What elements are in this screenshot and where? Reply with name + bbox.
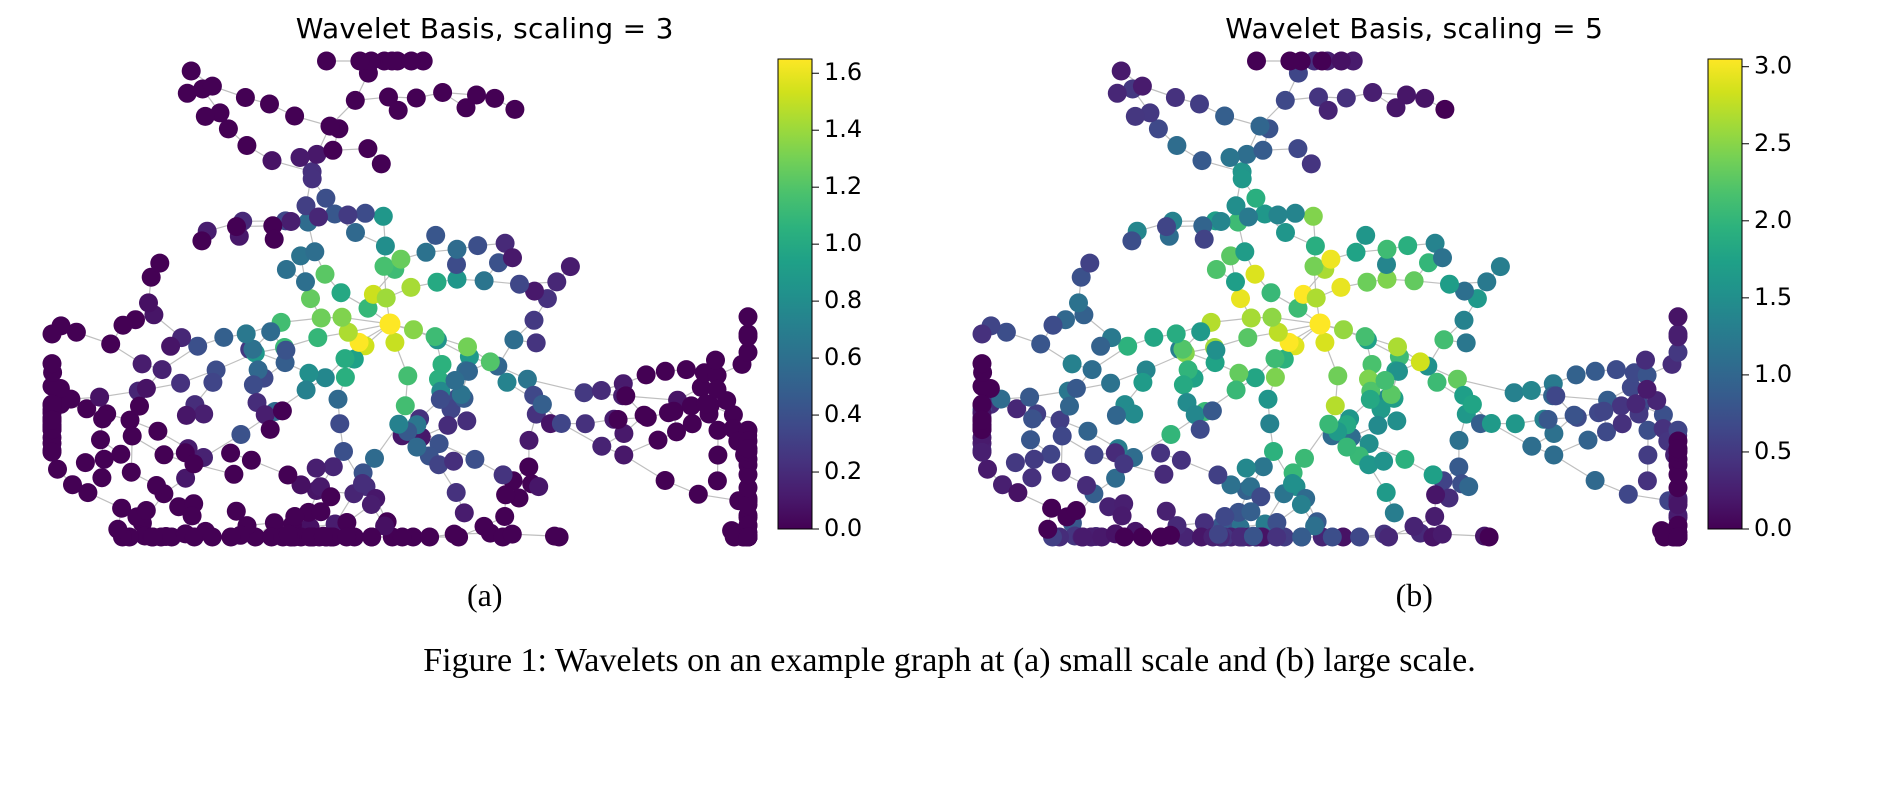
panel-a: Wavelet Basis, scaling = 3 0.00.20.40.60… — [40, 12, 930, 614]
svg-text:1.2: 1.2 — [824, 172, 862, 200]
svg-text:0.2: 0.2 — [824, 457, 862, 485]
panel-a-sublabel: (a) — [40, 577, 930, 614]
svg-text:0.8: 0.8 — [824, 286, 862, 314]
caption-prefix: Figure 1: — [423, 642, 547, 679]
svg-text:1.5: 1.5 — [1754, 283, 1792, 311]
panel-b-sublabel: (b) — [970, 577, 1860, 614]
svg-text:0.0: 0.0 — [824, 514, 862, 539]
svg-text:2.5: 2.5 — [1754, 129, 1792, 157]
figure-caption: Figure 1: Wavelets on an example graph a… — [40, 642, 1859, 680]
panel-b-body: 0.0 0.5 1.0 1.5 2.0 2.5 3.0 — [970, 49, 1860, 549]
svg-text:2.0: 2.0 — [1754, 206, 1792, 234]
svg-text:1.4: 1.4 — [824, 115, 862, 143]
svg-text:1.0: 1.0 — [824, 229, 862, 257]
svg-text:0.6: 0.6 — [824, 343, 862, 371]
svg-text:3.0: 3.0 — [1754, 52, 1792, 80]
panel-a-title: Wavelet Basis, scaling = 3 — [40, 12, 930, 45]
panel-row: Wavelet Basis, scaling = 3 0.00.20.40.60… — [40, 12, 1859, 614]
panel-b-colorbar: 0.0 0.5 1.0 1.5 2.0 2.5 3.0 — [1690, 49, 1820, 539]
panel-a-graph — [40, 49, 760, 549]
panel-b-graph — [970, 49, 1690, 549]
svg-text:0.4: 0.4 — [824, 400, 862, 428]
caption-rest: Wavelets on an example graph at (a) smal… — [547, 642, 1476, 679]
svg-text:0.5: 0.5 — [1754, 437, 1792, 465]
panel-b-title: Wavelet Basis, scaling = 5 — [970, 12, 1860, 45]
svg-text:1.6: 1.6 — [824, 58, 862, 86]
panel-a-body: 0.0 0.2 0.4 0.6 0.8 1.0 1.2 1.4 1.6 — [40, 49, 930, 549]
panel-b: Wavelet Basis, scaling = 5 0.0 0.5 1.0 1.5 2… — [970, 12, 1860, 614]
svg-text:1.0: 1.0 — [1754, 360, 1792, 388]
panel-a-colorbar: 0.0 0.2 0.4 0.6 0.8 1.0 1.2 1.4 1.6 — [760, 49, 890, 539]
svg-text:0.0: 0.0 — [1754, 514, 1792, 539]
figure-1: Wavelet Basis, scaling = 3 0.00.20.40.60… — [0, 0, 1899, 710]
